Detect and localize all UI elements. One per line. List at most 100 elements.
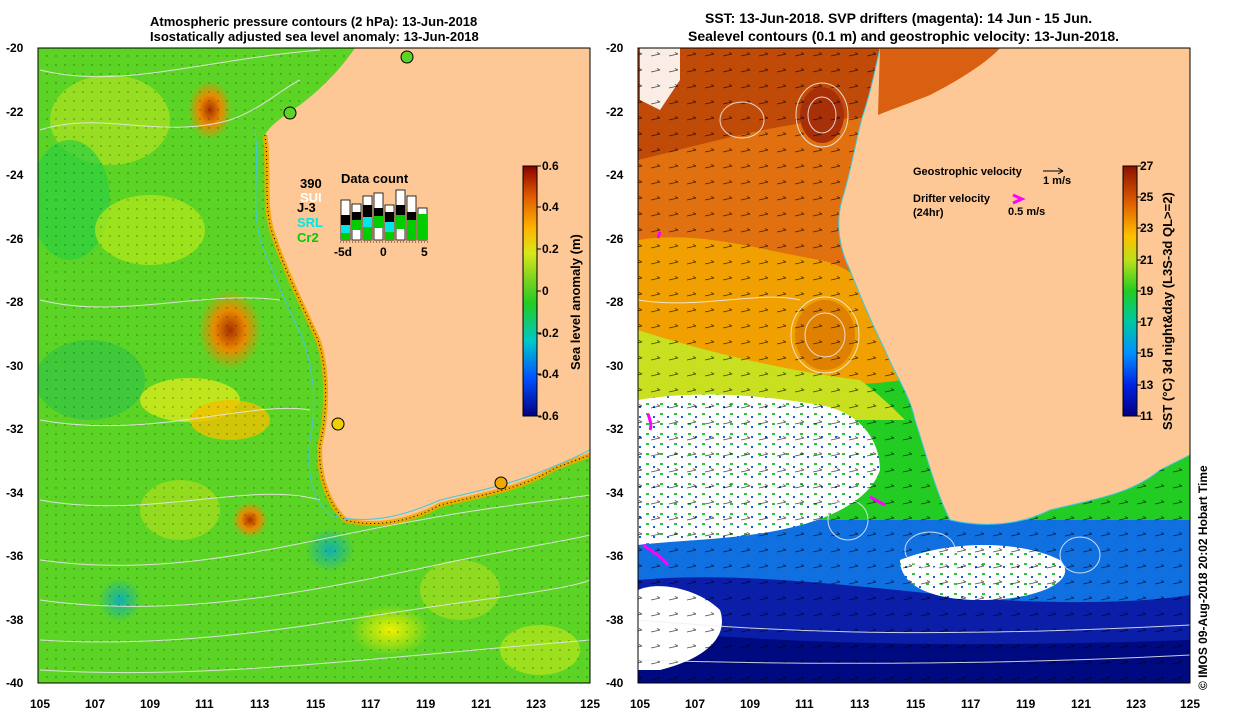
sst-cb-tick: 23 [1140, 221, 1154, 235]
left-x-tick: 115 [306, 697, 326, 711]
right-x-axis: 105 107 109 111 113 115 117 119 121 123 … [630, 697, 1200, 711]
australia-landmass-left [265, 48, 590, 524]
sst-cb-tick: 17 [1140, 315, 1154, 329]
left-y-tick: -20 [6, 41, 24, 55]
sla-colorbar-label: Sea level anomaly (m) [568, 234, 583, 370]
left-map-frame [37, 47, 591, 684]
right-title-line2: Sealevel contours (0.1 m) and geostrophi… [688, 28, 1120, 44]
left-y-tick: -22 [6, 105, 24, 119]
data-count-label-j3: J-3 [297, 200, 316, 215]
right-y-tick: -26 [606, 232, 624, 246]
left-x-tick: 125 [580, 697, 600, 711]
left-y-tick: -32 [6, 422, 24, 436]
right-y-tick: -24 [606, 168, 624, 182]
sla-cb-tick: 0.2 [542, 242, 559, 256]
data-count-label-390: 390 [300, 176, 322, 191]
left-y-tick: -30 [6, 359, 24, 373]
sst-colorbar-label: SST (°C) 3d night&day (L3S-3d QL>=2) [1160, 192, 1175, 430]
data-count-title: Data count [341, 171, 409, 186]
left-y-tick: -24 [6, 168, 24, 182]
sla-colorbar-ticks: 0.6 0.4 0.2 0 -0.2 -0.4 -0.6 [538, 159, 559, 423]
right-y-axis: -20 -22 -24 -26 -28 -30 -32 -34 -36 -38 … [606, 41, 624, 690]
sla-colorbar [522, 165, 538, 417]
right-x-tick: 119 [1016, 697, 1036, 711]
right-x-tick: 111 [795, 697, 814, 711]
sst-cb-tick: 15 [1140, 346, 1154, 360]
left-x-axis: 105 107 109 111 113 115 117 119 121 123 … [30, 697, 600, 711]
right-x-tick: 113 [850, 697, 870, 711]
right-x-tick: 115 [906, 697, 926, 711]
sea-level-anomaly-map [38, 48, 590, 683]
data-count-label-cr2: Cr2 [297, 230, 319, 245]
imos-credit: © IMOS 09-Aug-2018 20:02 Hobart Time [1196, 465, 1210, 690]
drifter-velocity-sub: (24hr) [913, 207, 944, 219]
right-x-tick: 109 [740, 697, 760, 711]
sla-cb-tick: -0.6 [538, 409, 559, 423]
data-count-label-srl: SRL [297, 215, 323, 230]
left-x-tick: 119 [416, 697, 436, 711]
tide-gauge-marker [283, 106, 297, 120]
left-title-line2: Isostatically adjusted sea level anomaly… [150, 29, 479, 44]
left-x-tick: 123 [526, 697, 546, 711]
right-x-tick: 125 [1180, 697, 1200, 711]
left-x-tick: 113 [250, 697, 270, 711]
right-map-frame [637, 47, 1191, 684]
sla-cb-tick: 0.4 [542, 200, 559, 214]
sst-cb-tick: 11 [1140, 409, 1153, 423]
left-x-tick: 117 [361, 697, 381, 711]
right-y-tick: -28 [606, 295, 624, 309]
right-x-tick: 117 [961, 697, 981, 711]
left-y-axis: -20 -22 -24 -26 -28 -30 -32 -34 -36 -38 … [6, 41, 24, 690]
left-y-tick: -28 [6, 295, 24, 309]
sst-colorbar-ticks: 27 25 23 21 19 17 15 13 11 [1140, 159, 1154, 423]
left-x-tick: 105 [30, 697, 50, 711]
sst-colorbar [1122, 165, 1138, 417]
sla-cb-tick: 0.6 [542, 159, 559, 173]
left-x-tick: 109 [140, 697, 160, 711]
sst-cb-tick: 19 [1140, 284, 1154, 298]
right-y-tick: -32 [606, 422, 624, 436]
right-x-tick: 123 [1126, 697, 1146, 711]
left-x-tick: 107 [85, 697, 105, 711]
sst-cb-tick: 27 [1140, 159, 1154, 173]
left-x-tick: 121 [471, 697, 491, 711]
data-count-tick: -5d [334, 245, 352, 259]
geostrophic-velocity-label: Geostrophic velocity [913, 166, 1022, 178]
sla-cb-tick: -0.2 [538, 326, 559, 340]
right-y-tick: -22 [606, 105, 624, 119]
left-x-tick: 111 [195, 697, 214, 711]
tide-gauge-marker [400, 50, 414, 64]
sst-cb-tick: 13 [1140, 378, 1154, 392]
right-x-tick: 105 [630, 697, 650, 711]
left-y-tick: -38 [6, 613, 24, 627]
left-y-tick: -26 [6, 232, 24, 246]
sla-cb-tick: -0.4 [538, 367, 559, 381]
data-count-bars [340, 188, 430, 243]
left-y-tick: -34 [6, 486, 24, 500]
data-count-tick: 5 [421, 245, 428, 259]
right-y-tick: -40 [606, 676, 624, 690]
sst-cb-tick: 21 [1140, 253, 1154, 267]
geostrophic-scale-arrow [1043, 167, 1064, 175]
drifter-scale-arrow [1012, 193, 1026, 205]
drifter-tracks [642, 231, 886, 566]
left-y-tick: -40 [6, 676, 24, 690]
right-y-tick: -38 [606, 613, 624, 627]
data-count-tick: 0 [380, 245, 387, 259]
right-x-tick: 107 [685, 697, 705, 711]
left-title-line1: Atmospheric pressure contours (2 hPa): 1… [150, 14, 478, 29]
right-y-tick: -34 [606, 486, 624, 500]
sst-map [638, 48, 1190, 683]
right-y-tick: -36 [606, 549, 624, 563]
sst-cb-tick: 25 [1140, 190, 1154, 204]
tide-gauge-marker [331, 417, 345, 431]
right-y-tick: -20 [606, 41, 624, 55]
data-count-label-sui: SUI [300, 190, 322, 205]
drifter-velocity-label: Drifter velocity [913, 193, 991, 205]
drifter-scale-label: 0.5 m/s [1008, 206, 1046, 218]
right-y-tick: -30 [606, 359, 624, 373]
right-x-tick: 121 [1071, 697, 1091, 711]
left-y-tick: -36 [6, 549, 24, 563]
tide-gauge-marker [494, 476, 508, 490]
